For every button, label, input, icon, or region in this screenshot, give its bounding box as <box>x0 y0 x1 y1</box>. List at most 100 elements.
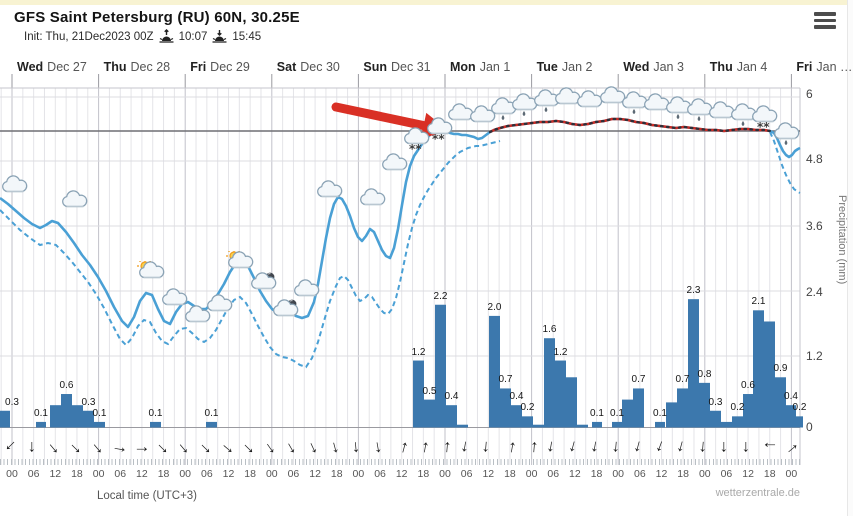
menu-button hamburger-icon[interactable] <box>814 12 836 30</box>
hour-label: 18 <box>763 468 776 480</box>
hour-label: 18 <box>71 468 83 480</box>
precip-bar <box>413 360 424 428</box>
hour-label: 12 <box>309 468 321 480</box>
bar-value-label: 0.7 <box>675 374 690 386</box>
precip-bar <box>721 421 732 428</box>
hour-label: 00 <box>785 468 798 480</box>
day-label: Fri Jan … <box>796 60 853 74</box>
sunrise-time: 10:07 <box>178 30 208 43</box>
bar-value-label: 0.1 <box>34 407 48 419</box>
precip-bar <box>50 405 61 428</box>
hour-label: 18 <box>157 468 170 480</box>
bar-value-label: 0.4 <box>784 391 798 403</box>
bar-value-label: 0.6 <box>741 380 755 392</box>
day-name: Wed <box>17 60 44 74</box>
precip-bar <box>710 410 721 428</box>
day-name: Tue <box>536 60 558 74</box>
hour-label: 12 <box>49 468 62 480</box>
bar-value-label: 0.4 <box>444 391 459 403</box>
bar-value-label: 0.8 <box>697 368 712 380</box>
hour-label: 18 <box>504 468 516 480</box>
hour-label: 06 <box>634 468 646 480</box>
hour-label: 00 <box>698 468 711 480</box>
precip-bar <box>764 321 775 428</box>
bar-value-label: 0.3 <box>708 396 723 408</box>
bar-value-label: 0.5 <box>422 385 437 397</box>
precip-axis-label: Precipitation (mm) <box>836 195 848 285</box>
bar-value-label: 0.2 <box>792 402 807 414</box>
red-annotation-arrow <box>331 102 432 131</box>
right-axis-tick: 6 <box>806 87 813 101</box>
top-accent-strip <box>0 0 853 5</box>
sunset-time: 15:45 <box>232 30 262 43</box>
hour-label: 18 <box>330 468 343 480</box>
precip-bar <box>150 421 161 428</box>
hour-label: 06 <box>374 468 386 480</box>
hour-label: 00 <box>92 468 105 480</box>
bar-value-label: 0.7 <box>498 374 513 386</box>
precip-bar <box>94 421 105 428</box>
bar-value-label: 2.0 <box>487 301 502 313</box>
right-margin <box>847 0 853 516</box>
hour-label: 06 <box>201 468 213 480</box>
precip-bar <box>36 421 46 428</box>
precip-bar <box>688 299 699 428</box>
hour-label: 00 <box>265 468 278 480</box>
hour-label: 12 <box>395 468 408 480</box>
hour-label: 12 <box>569 468 581 480</box>
hour-label: 00 <box>6 468 18 480</box>
bar-value-label: 0.1 <box>610 407 624 419</box>
precip-bar <box>592 421 602 428</box>
day-name: Wed <box>623 60 650 74</box>
precip-bar <box>633 388 644 428</box>
precip-bar <box>577 424 588 428</box>
bar-value-label: 2.3 <box>686 285 701 297</box>
precip-bar <box>72 405 83 428</box>
precip-bar <box>566 377 577 428</box>
precip-bar <box>500 388 511 428</box>
precip-bar <box>0 410 10 428</box>
hour-label: 12 <box>742 468 754 480</box>
day-name: Fri <box>190 60 207 74</box>
right-axis-tick: 4.8 <box>806 152 823 166</box>
bar-value-label: 1.2 <box>553 346 568 358</box>
bar-value-label: 0.2 <box>520 402 535 414</box>
bar-value-label: 0.1 <box>92 407 107 419</box>
precip-bar <box>206 421 217 428</box>
timezone-label: Local time (UTC+3) <box>97 490 198 502</box>
hour-label: 12 <box>482 468 495 480</box>
bar-value-label: 0.1 <box>148 407 163 419</box>
precip-bar <box>743 394 753 428</box>
precip-bar <box>424 399 435 428</box>
wind-barb: → <box>739 438 759 456</box>
bar-value-label: 0.7 <box>631 374 646 386</box>
precip-bar <box>655 421 665 428</box>
day-label: Thu Dec 28 <box>103 60 171 74</box>
day-name: Sat <box>276 60 297 74</box>
precip-bar <box>677 388 688 428</box>
precip-bar <box>61 394 72 428</box>
day-label: Wed Jan 3 <box>623 60 684 74</box>
day-name: Fri <box>796 60 813 74</box>
precip-bar <box>544 338 555 428</box>
init-label: Init: Thu, 21Dec2023 00Z <box>24 30 154 43</box>
page-title: GFS Saint Petersburg (RU) 60N, 30.25E <box>14 9 300 26</box>
dewpoint-line <box>769 131 801 194</box>
precip-bar <box>533 424 544 428</box>
hour-label: 12 <box>136 468 148 480</box>
bar-value-label: 0.4 <box>509 391 524 403</box>
bar-value-label: 0.1 <box>590 407 604 419</box>
bar-value-label: 2.1 <box>751 296 766 308</box>
hour-label: 18 <box>417 468 430 480</box>
precip-bar <box>83 410 94 428</box>
day-label: Sun Dec 31 <box>363 60 431 74</box>
precip-bar <box>699 382 710 428</box>
bar-value-label: 0.3 <box>5 396 19 408</box>
day-name: Thu <box>709 60 733 74</box>
precip-bar <box>775 377 786 428</box>
precip-bar <box>622 399 633 428</box>
precip-bar <box>457 424 468 428</box>
hour-label: 00 <box>352 468 365 480</box>
bar-value-label: 0.6 <box>59 380 74 392</box>
